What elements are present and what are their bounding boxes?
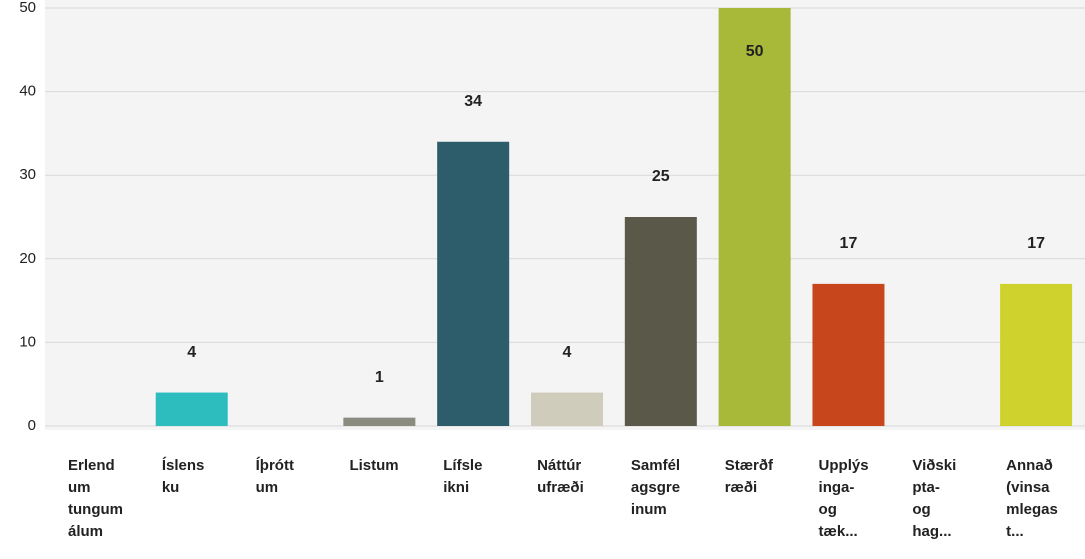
x-tick-label: tungum bbox=[68, 501, 123, 518]
y-tick-label: 0 bbox=[28, 417, 36, 434]
x-tick-label: Stærðf bbox=[725, 457, 774, 474]
y-tick-label: 10 bbox=[19, 333, 36, 350]
x-tick-label: um bbox=[256, 479, 278, 496]
bar bbox=[718, 8, 791, 426]
x-tick-label: Náttúr bbox=[537, 457, 581, 474]
x-tick-label: Upplýs bbox=[819, 457, 869, 474]
x-tick-label: Erlend bbox=[68, 457, 115, 474]
bar bbox=[155, 392, 228, 426]
x-tick-label: Annað bbox=[1006, 457, 1053, 474]
y-tick-label: 20 bbox=[19, 250, 36, 267]
data-label: 50 bbox=[746, 43, 764, 60]
x-tick-label: Viðski bbox=[912, 457, 956, 474]
x-tick-label: (vinsa bbox=[1006, 479, 1050, 496]
bar bbox=[624, 217, 697, 426]
bar bbox=[343, 417, 416, 426]
x-tick-label: ufræði bbox=[537, 479, 584, 496]
x-tick-label: Lífsle bbox=[443, 457, 482, 474]
x-tick-label: pta- bbox=[912, 479, 940, 496]
data-label: 1 bbox=[375, 369, 384, 386]
x-tick-label: inga- bbox=[819, 479, 855, 496]
plot-background bbox=[45, 0, 1085, 430]
x-tick-label: Listum bbox=[349, 457, 398, 474]
y-tick-label: 40 bbox=[19, 83, 36, 100]
x-tick-label: tæk... bbox=[819, 523, 858, 540]
data-label: 4 bbox=[187, 344, 196, 361]
data-label: 25 bbox=[652, 168, 670, 185]
data-label: 17 bbox=[1027, 235, 1045, 252]
x-tick-label: agsgre bbox=[631, 479, 680, 496]
x-tick-label: Íslens bbox=[162, 457, 205, 474]
x-tick-label: mlegas bbox=[1006, 501, 1058, 518]
x-tick-label: um bbox=[68, 479, 91, 496]
y-tick-label: 50 bbox=[19, 0, 36, 16]
bar bbox=[1000, 283, 1073, 426]
x-tick-label: hag... bbox=[912, 523, 951, 540]
data-label: 4 bbox=[563, 344, 572, 361]
x-tick-label: t... bbox=[1006, 523, 1024, 540]
x-tick-label: álum bbox=[68, 523, 103, 540]
x-tick-label: ræði bbox=[725, 479, 758, 496]
x-tick-label: ikni bbox=[443, 479, 469, 496]
bar bbox=[531, 392, 603, 426]
bar bbox=[437, 141, 510, 426]
x-tick-label: Samfél bbox=[631, 457, 680, 474]
data-label: 34 bbox=[464, 93, 482, 110]
x-tick-label: og bbox=[819, 501, 837, 518]
data-label: 17 bbox=[840, 235, 858, 252]
x-tick-label: og bbox=[912, 501, 930, 518]
bar bbox=[812, 283, 885, 426]
y-tick-label: 30 bbox=[19, 166, 36, 183]
x-tick-label: inum bbox=[631, 501, 667, 518]
x-tick-label: ku bbox=[162, 479, 180, 496]
x-tick-label: Íþrótt bbox=[256, 457, 294, 474]
